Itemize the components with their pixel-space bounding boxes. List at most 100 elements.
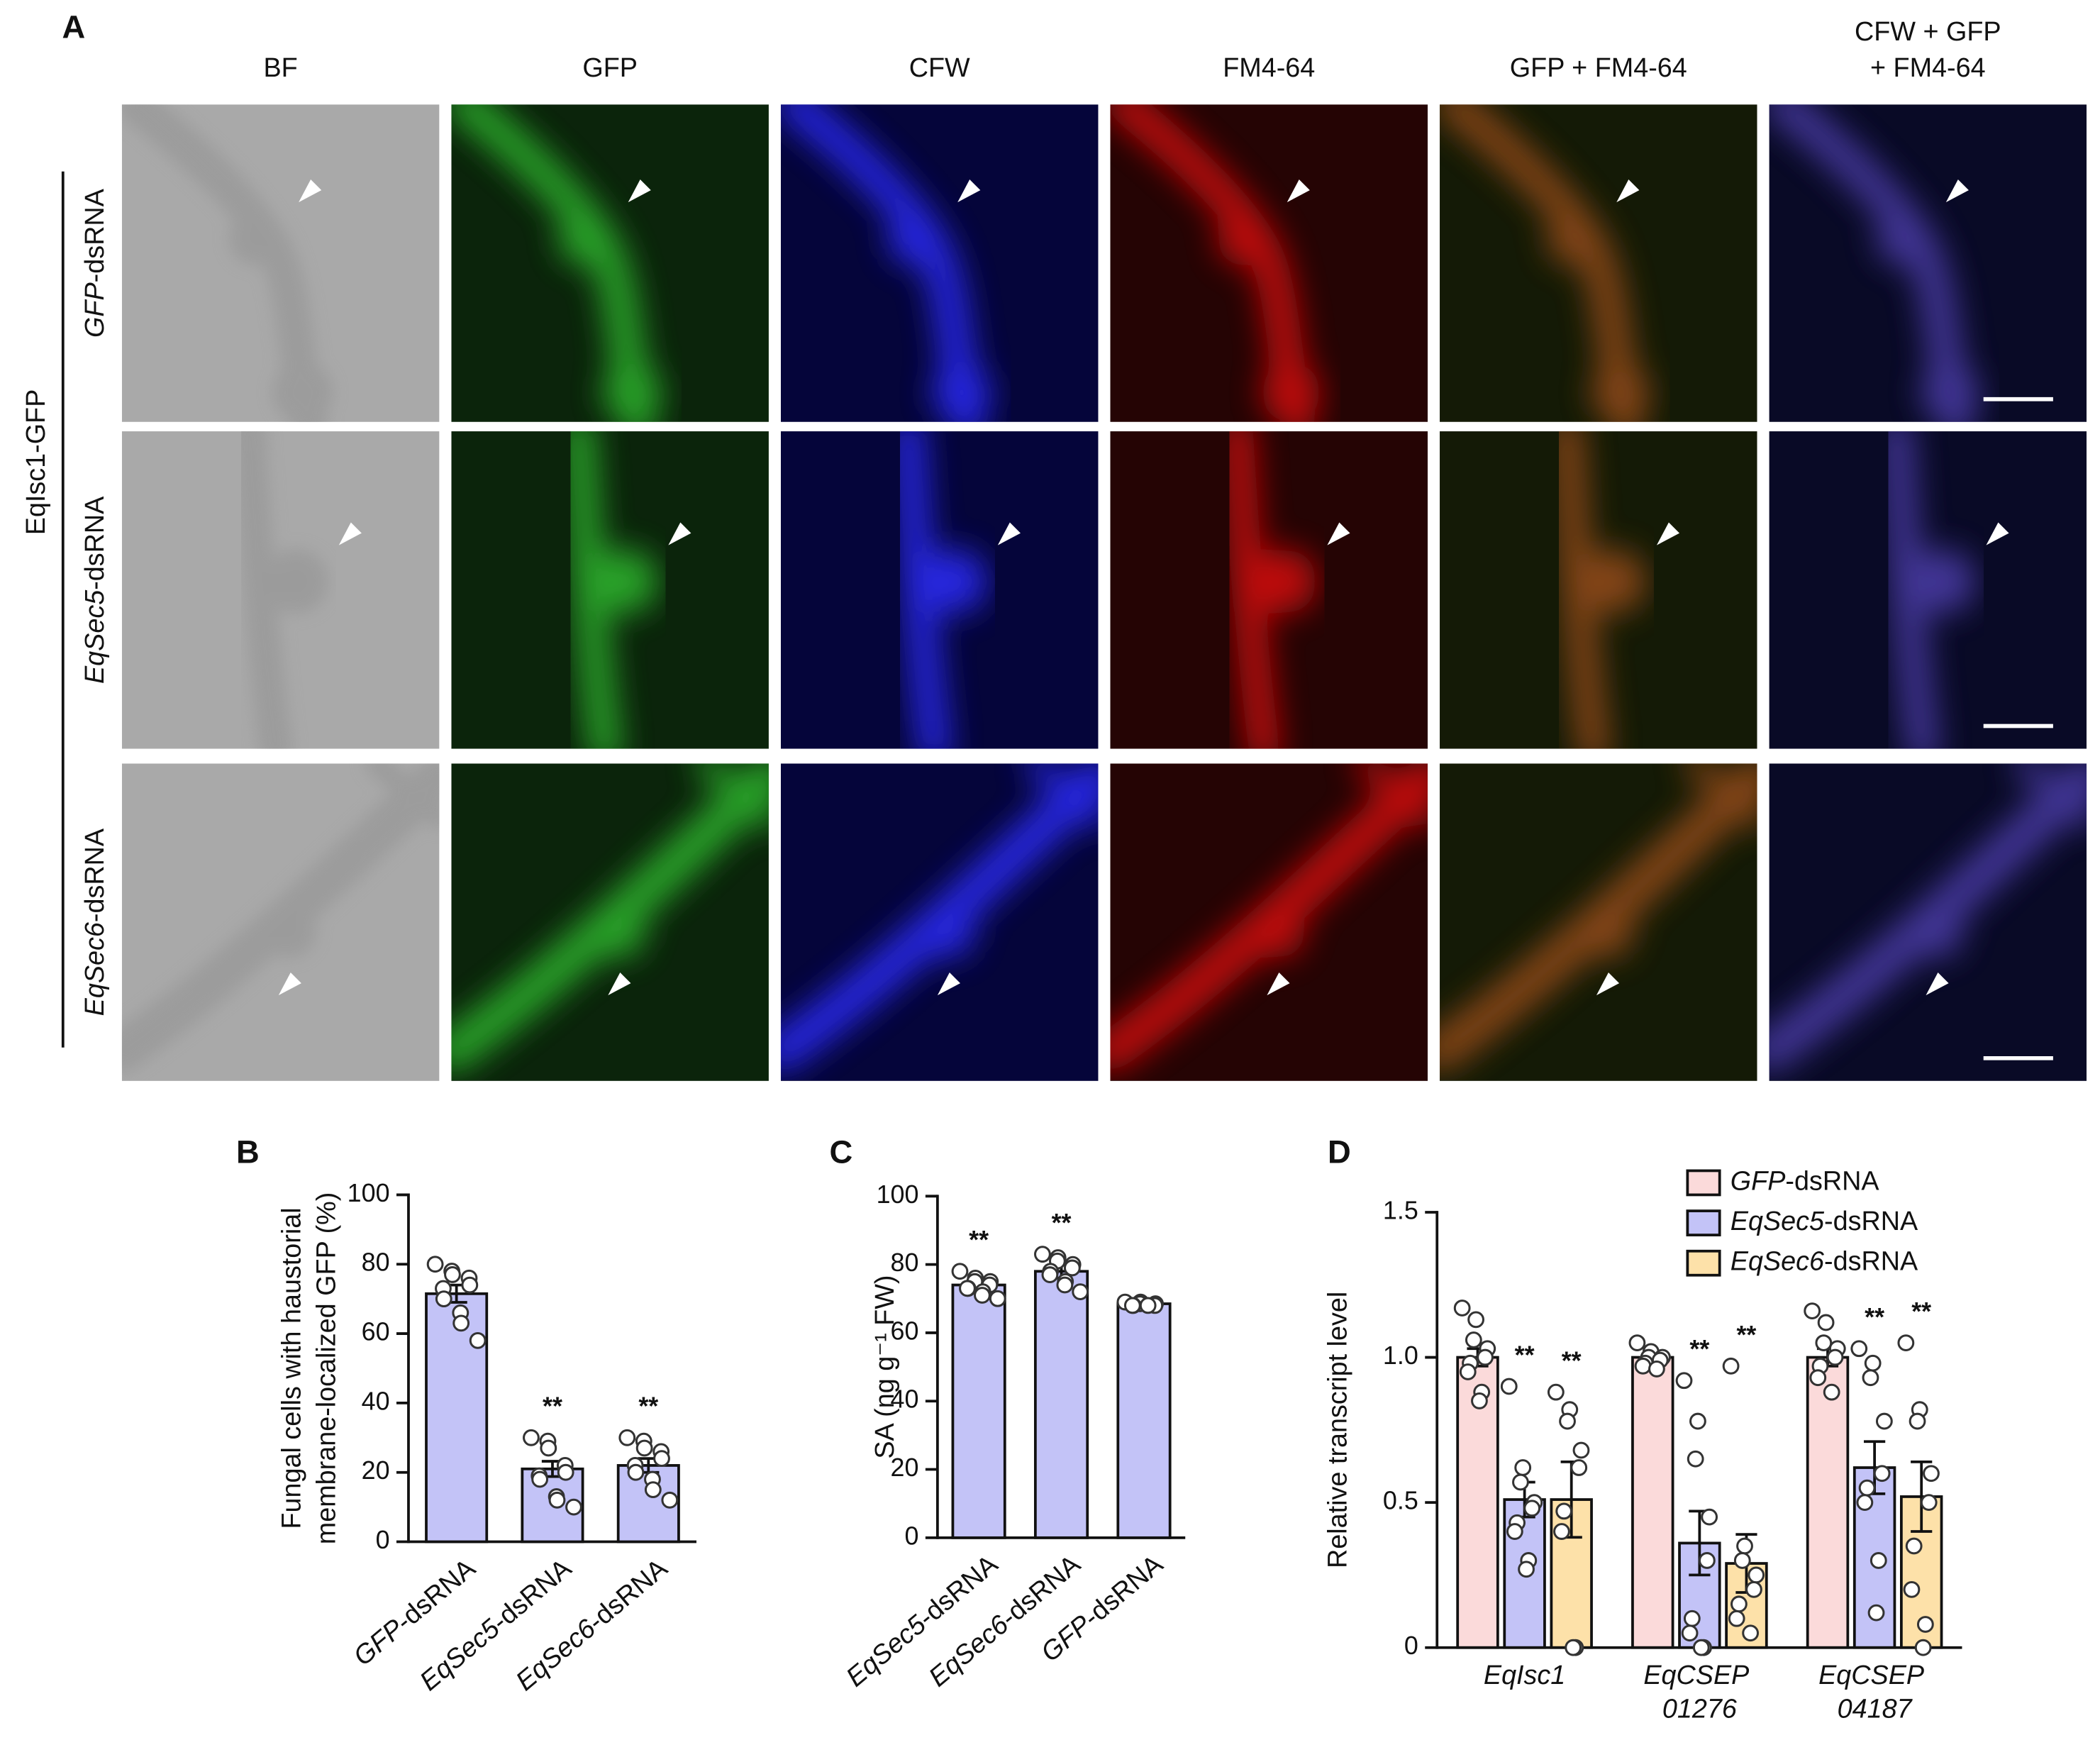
data-point <box>1701 1508 1718 1526</box>
micrograph <box>1110 431 1428 749</box>
legend-swatch <box>1686 1249 1721 1277</box>
haustorium <box>1580 904 1634 958</box>
haustorium <box>1261 362 1321 422</box>
arrowhead <box>1596 972 1620 996</box>
data-point <box>1555 1502 1573 1520</box>
data-point <box>1459 1363 1477 1380</box>
x-tick-label: EqCSEP 04187 <box>1818 1661 1930 1724</box>
significance: ** <box>1689 1335 1709 1363</box>
data-point <box>1123 1297 1141 1314</box>
cell-structure <box>121 104 333 422</box>
significance: ** <box>543 1392 562 1421</box>
haustorium <box>921 904 975 958</box>
significance: ** <box>969 1226 989 1254</box>
cell-structure <box>1110 104 1321 422</box>
data-point <box>1689 1412 1706 1430</box>
haustorium <box>1909 904 1964 958</box>
y-tick-label: 1.5 <box>1383 1196 1418 1224</box>
data-point <box>1905 1537 1923 1555</box>
data-point <box>1748 1566 1765 1584</box>
cell-structure <box>780 763 1099 1072</box>
data-point <box>1139 1297 1157 1314</box>
x-tick-label: EqSec5-dsRNA <box>840 1549 1004 1693</box>
data-point <box>1817 1314 1835 1331</box>
data-point <box>1809 1369 1827 1387</box>
cell-structure <box>451 763 769 1072</box>
micrograph <box>780 763 1099 1081</box>
panel-label: C <box>830 1134 853 1170</box>
haustorium <box>273 362 333 422</box>
y-tick-label: 1.0 <box>1383 1341 1418 1370</box>
haustorium <box>1876 211 1930 265</box>
micrograph <box>451 104 769 422</box>
data-point <box>1523 1500 1541 1517</box>
haustorium <box>591 904 646 958</box>
data-point <box>1864 1354 1882 1372</box>
data-point <box>1875 1412 1893 1430</box>
data-point <box>1862 1369 1879 1387</box>
legend-label: EqSec5-dsRNA <box>1730 1207 1918 1236</box>
data-point <box>1867 1604 1885 1622</box>
data-point <box>1512 1473 1529 1491</box>
hypha <box>562 431 622 749</box>
data-point <box>1056 1276 1074 1294</box>
data-point <box>1628 1334 1646 1351</box>
haustorium <box>888 211 942 265</box>
data-point <box>1873 1465 1891 1483</box>
data-point <box>1453 1300 1471 1317</box>
data-point <box>1856 1494 1874 1512</box>
y-tick-label: 100 <box>877 1180 919 1209</box>
column-header: GFP <box>582 53 638 83</box>
cell-structure <box>1769 763 2087 1072</box>
data-point <box>1506 1523 1523 1540</box>
significance: ** <box>638 1392 658 1421</box>
x-tick-label: EqSec6-dsRNA <box>923 1549 1087 1693</box>
data-point <box>1518 1561 1535 1578</box>
data-point <box>1870 1552 1887 1569</box>
bar <box>1631 1356 1674 1649</box>
data-point <box>1850 1340 1868 1358</box>
haustorium <box>558 211 613 265</box>
column-header: FM4-64 <box>1223 53 1315 83</box>
data-point <box>540 1439 557 1457</box>
data-point <box>461 1276 479 1294</box>
micrograph <box>1440 431 1757 749</box>
bar <box>951 1283 1006 1539</box>
data-point <box>444 1266 461 1283</box>
micrograph <box>1110 763 1428 1081</box>
column-header: + FM4-64 <box>1870 53 1986 83</box>
row-label: EqSec6-dsRNA <box>80 828 110 1016</box>
data-point <box>1034 1246 1051 1263</box>
arrowhead <box>278 972 301 996</box>
data-point <box>523 1429 540 1446</box>
micrograph <box>780 104 1099 422</box>
significance: ** <box>1865 1303 1884 1331</box>
panel-label: B <box>236 1134 260 1170</box>
data-point <box>974 1287 991 1304</box>
data-point <box>1477 1348 1494 1366</box>
cell-structure <box>1440 104 1650 422</box>
legend-label: GFP-dsRNA <box>1730 1166 1880 1196</box>
data-point <box>1675 1372 1693 1390</box>
arrowhead <box>628 179 651 203</box>
panel-label: D <box>1328 1134 1351 1170</box>
data-point <box>548 1491 566 1509</box>
hypha <box>233 431 292 749</box>
cell-structure <box>562 431 658 749</box>
haustorium <box>1920 362 1980 422</box>
column-header: GFP + FM4-64 <box>1510 53 1687 83</box>
cell-structure <box>1880 431 1976 749</box>
data-point <box>1722 1357 1740 1375</box>
data-point <box>1681 1624 1699 1642</box>
arrowhead <box>338 522 362 545</box>
haustorium <box>1911 549 1976 614</box>
data-point <box>1826 1348 1844 1366</box>
data-point <box>661 1491 679 1509</box>
data-point <box>1467 1311 1484 1329</box>
data-point <box>469 1331 487 1349</box>
cell-structure <box>1440 763 1757 1072</box>
bar <box>1033 1270 1089 1539</box>
arrowhead <box>1656 522 1680 545</box>
significance: ** <box>1911 1297 1931 1326</box>
data-point <box>1514 1459 1532 1476</box>
